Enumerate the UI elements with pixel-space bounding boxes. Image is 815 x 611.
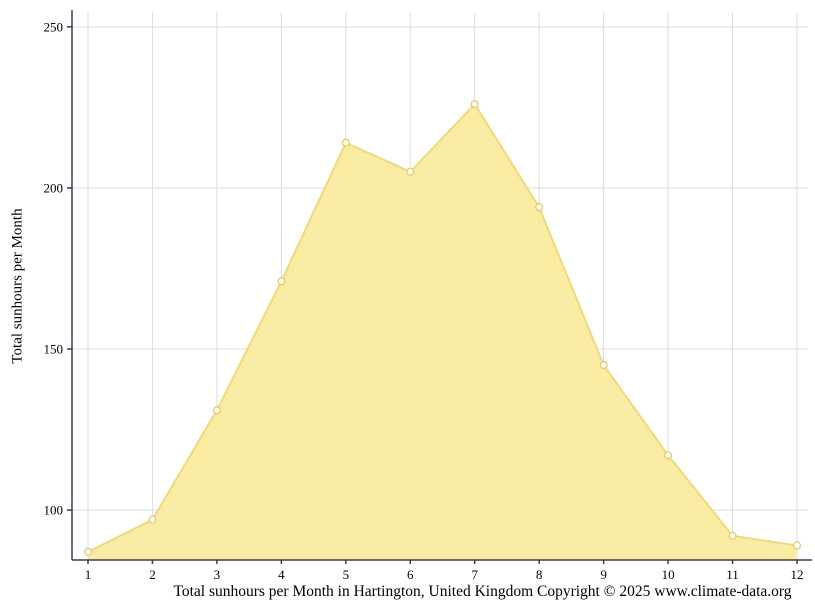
y-tick-label: 250 (44, 19, 64, 34)
data-point-marker (792, 541, 802, 550)
x-tick-label: 10 (662, 567, 675, 582)
data-point-marker (535, 203, 544, 212)
data-point-marker (212, 406, 221, 415)
x-tick-label: 8 (536, 567, 543, 582)
y-tick-label: 200 (44, 180, 64, 195)
chart-caption: Total sunhours per Month in Hartington, … (173, 583, 792, 600)
y-axis-title-text: Total sunhours per Month (9, 208, 26, 364)
x-tick-label: 2 (149, 567, 156, 582)
data-point-marker (148, 515, 157, 524)
data-point-marker (599, 361, 608, 370)
x-tick-label: 11 (726, 567, 739, 582)
x-tick-label: 5 (343, 567, 350, 582)
data-point-marker (341, 138, 350, 147)
x-tick-label: 4 (278, 567, 285, 582)
x-tick-label: 3 (214, 567, 221, 582)
y-tick-label: 100 (44, 503, 64, 518)
x-tick-label: 1 (85, 567, 92, 582)
data-point-marker (470, 100, 479, 109)
data-point-marker (664, 451, 673, 460)
x-tick-label: 6 (407, 567, 414, 582)
x-tick-label: 12 (791, 567, 804, 582)
series-line (87, 103, 798, 553)
area-fill (88, 104, 797, 561)
x-tick-label: 9 (600, 567, 607, 582)
data-point-marker (406, 167, 415, 176)
data-point-marker (277, 277, 286, 286)
data-point-marker (728, 531, 737, 540)
x-tick-label: 7 (471, 567, 478, 582)
y-tick-label: 150 (44, 341, 64, 356)
data-point-marker (83, 547, 93, 556)
